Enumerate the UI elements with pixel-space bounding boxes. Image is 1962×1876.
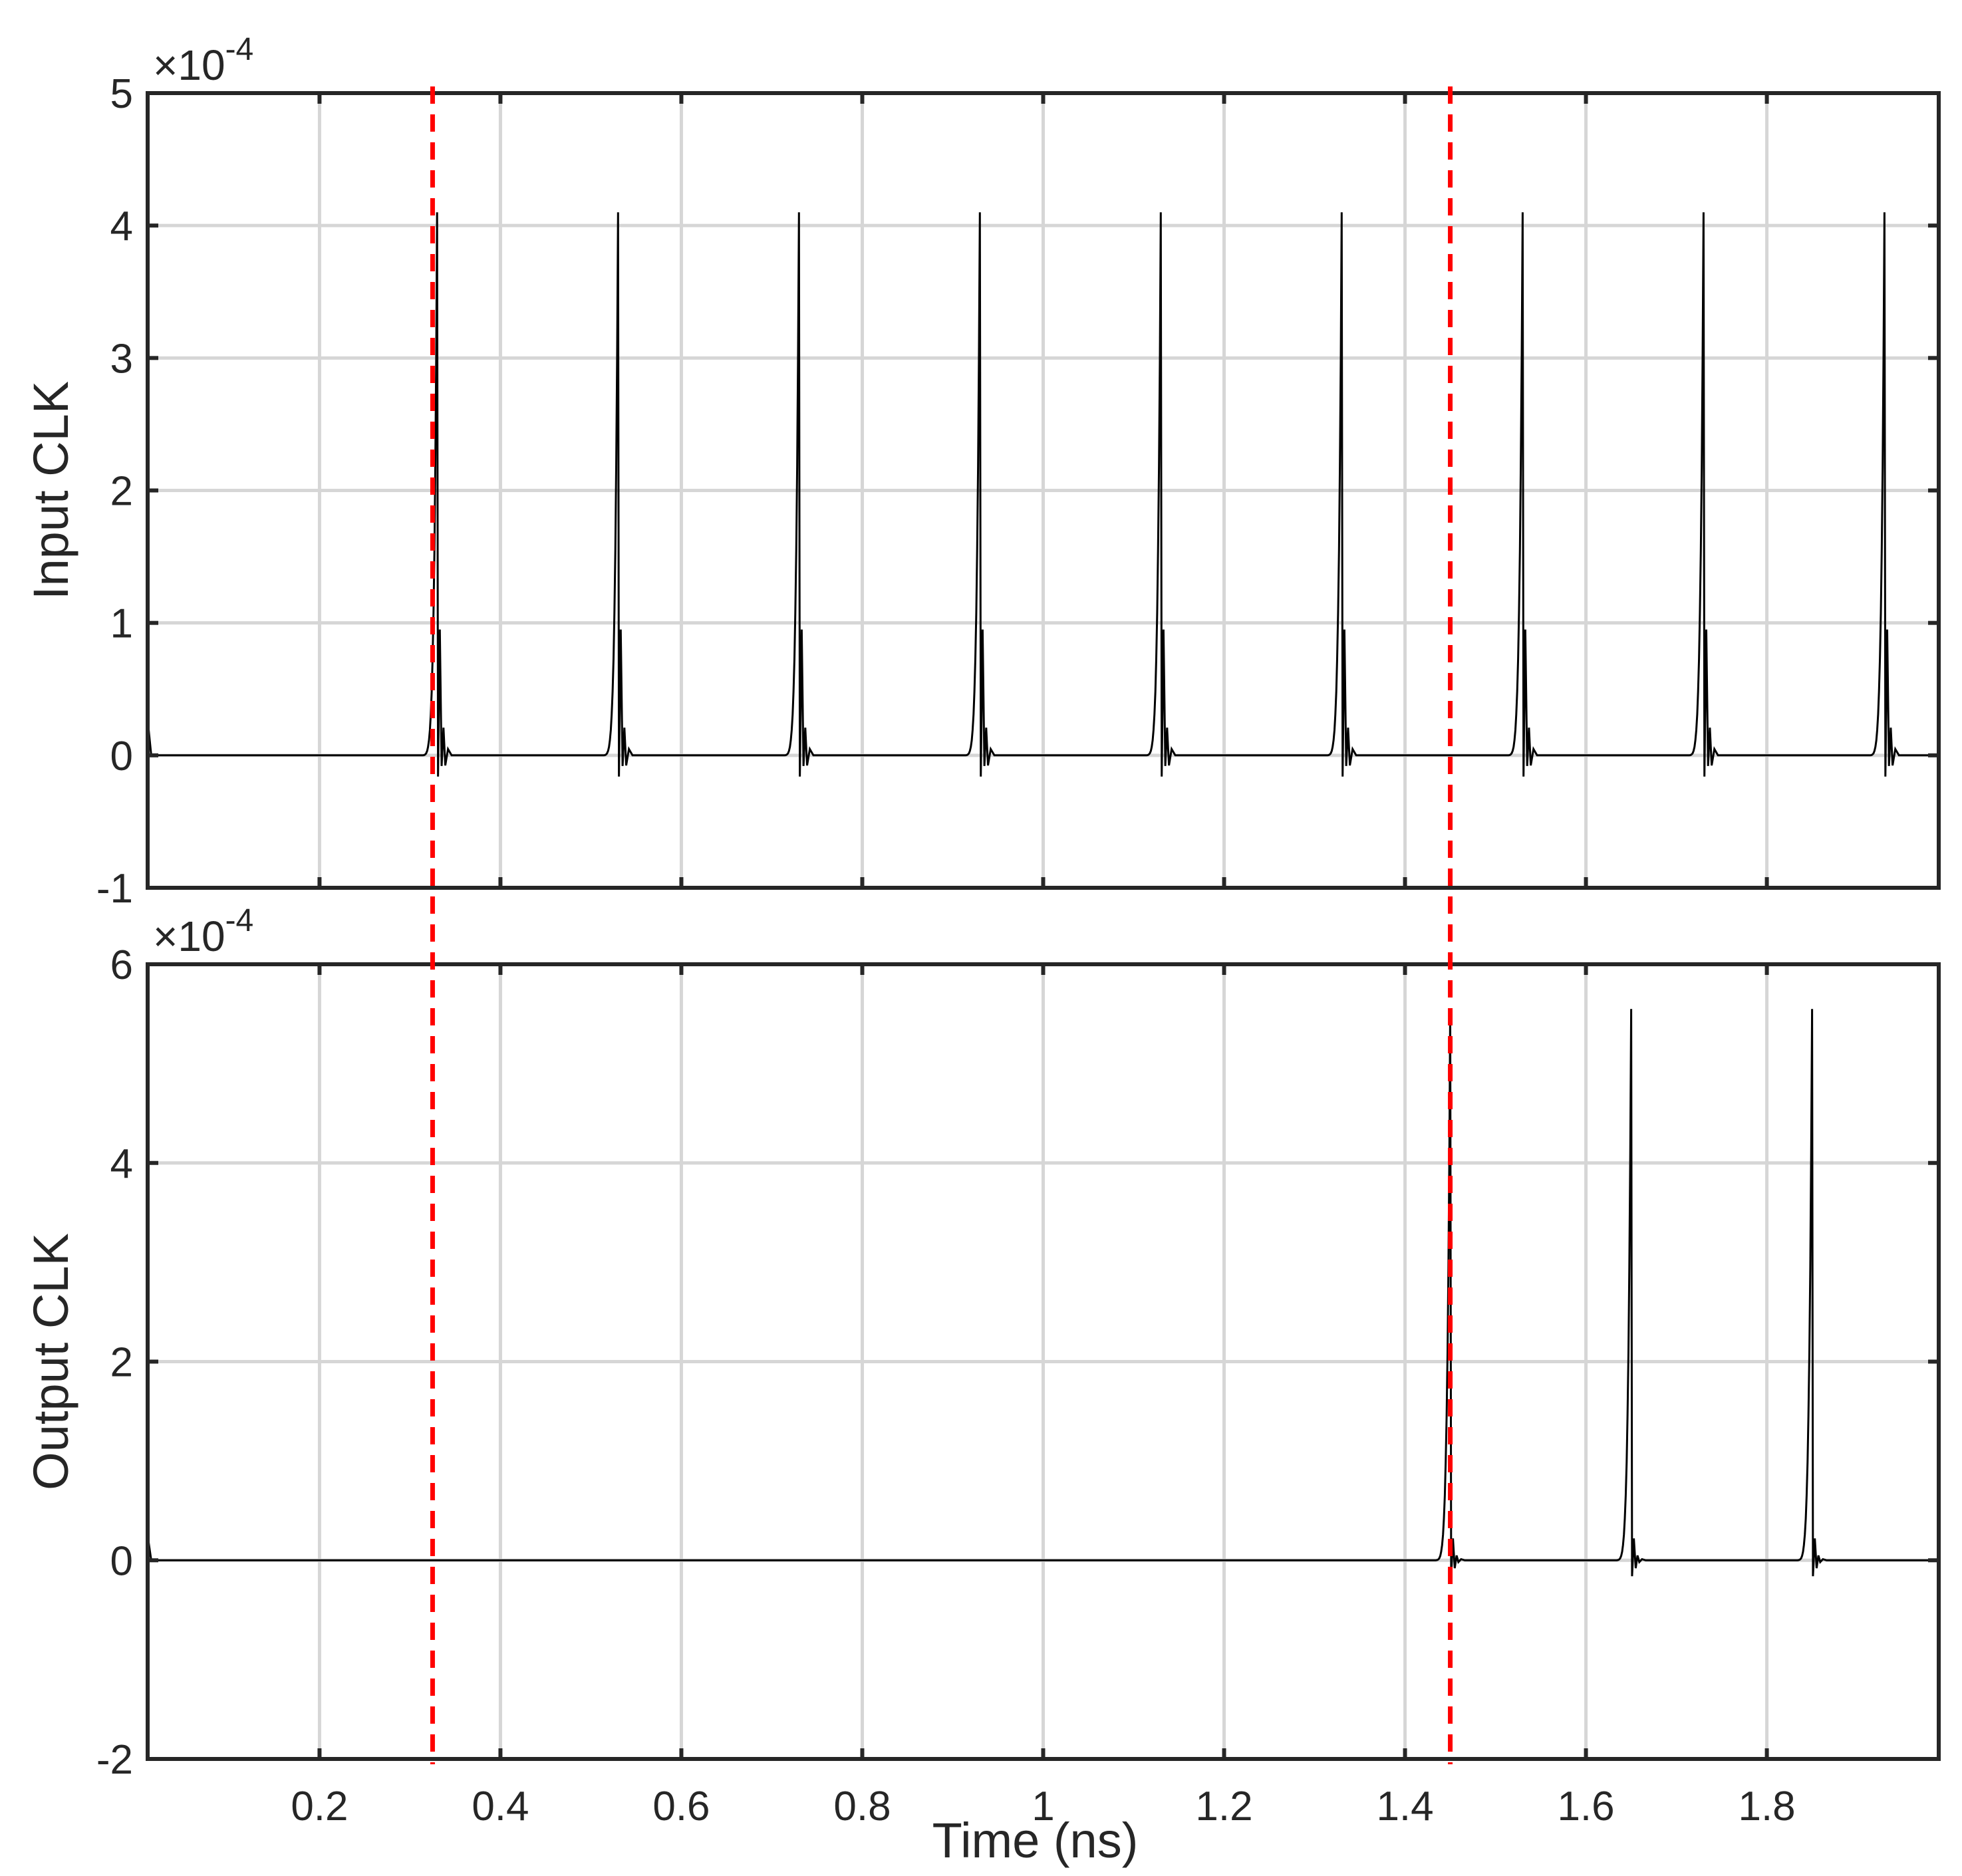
x-tick-label: 1.2	[1195, 1784, 1252, 1829]
x-tick-label: 1.8	[1738, 1784, 1795, 1829]
x-tick-label: 0.2	[291, 1784, 348, 1829]
marker-lines	[432, 86, 1450, 1764]
exponent-label: ×10-4	[153, 32, 253, 89]
y-tick-label: 3	[110, 336, 133, 382]
exponent-label: ×10-4	[153, 903, 253, 960]
x-tick-label: 0.6	[652, 1784, 710, 1829]
y-tick-label: 5	[110, 71, 133, 117]
y-axis-label: Input CLK	[23, 381, 78, 600]
y-tick-label: 6	[110, 942, 133, 988]
y-tick-label: 0	[110, 1538, 133, 1584]
y-axis-label: Output CLK	[23, 1233, 78, 1490]
y-tick-label: -2	[96, 1737, 133, 1783]
input-clk-panel: -1 0 1 2 3 4 5 Input CLK ×10-4	[23, 32, 1939, 912]
y-tick-label: 1	[110, 601, 133, 647]
y-tick-label: 4	[110, 1141, 133, 1187]
y-tick-label: 0	[110, 734, 133, 779]
exponent-base: ×10	[153, 912, 225, 960]
y-tick-label: 2	[110, 1340, 133, 1386]
exponent-power: -4	[225, 32, 254, 67]
x-tick-label: 0.8	[833, 1784, 891, 1829]
exponent-power: -4	[225, 903, 254, 938]
x-tick-label: 1.6	[1557, 1784, 1614, 1829]
y-tick-label: -1	[96, 866, 133, 912]
x-tick-label: 0.4	[472, 1784, 529, 1829]
x-tick-label: 1.4	[1376, 1784, 1433, 1829]
exponent-base: ×10	[153, 41, 225, 89]
x-axis-label: Time (ns)	[932, 1813, 1139, 1868]
y-tick-label: 4	[110, 203, 133, 249]
y-tick-label: 2	[110, 469, 133, 515]
